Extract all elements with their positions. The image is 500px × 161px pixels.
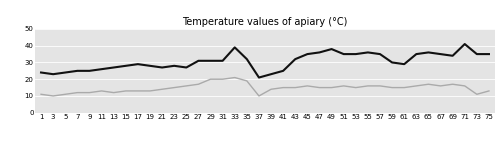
- Minimum temperature: [353, 87, 359, 89]
- Minimum temperature: [135, 90, 141, 92]
- Maximum temperature: [401, 63, 407, 65]
- Minimum temperature: [377, 85, 383, 87]
- Maximum temperature: [328, 48, 334, 50]
- Line: Minimum temperature: Minimum temperature: [41, 78, 489, 96]
- Minimum temperature: [50, 95, 56, 97]
- Maximum temperature: [98, 68, 104, 70]
- Minimum temperature: [38, 93, 44, 95]
- Maximum temperature: [438, 53, 444, 55]
- Maximum temperature: [268, 73, 274, 75]
- Maximum temperature: [220, 60, 226, 62]
- Maximum temperature: [50, 73, 56, 75]
- Minimum temperature: [426, 83, 432, 85]
- Maximum temperature: [353, 53, 359, 55]
- Maximum temperature: [316, 52, 322, 53]
- Maximum temperature: [389, 62, 395, 63]
- Minimum temperature: [123, 90, 129, 92]
- Maximum temperature: [74, 70, 80, 72]
- Maximum temperature: [123, 65, 129, 67]
- Minimum temperature: [220, 78, 226, 80]
- Minimum temperature: [316, 87, 322, 89]
- Minimum temperature: [365, 85, 371, 87]
- Maximum temperature: [184, 66, 190, 68]
- Maximum temperature: [232, 46, 237, 48]
- Minimum temperature: [438, 85, 444, 87]
- Minimum temperature: [328, 87, 334, 89]
- Minimum temperature: [147, 90, 153, 92]
- Maximum temperature: [365, 52, 371, 53]
- Maximum temperature: [450, 55, 456, 57]
- Minimum temperature: [340, 85, 346, 87]
- Minimum temperature: [62, 93, 68, 95]
- Minimum temperature: [389, 87, 395, 89]
- Minimum temperature: [184, 85, 190, 87]
- Maximum temperature: [280, 70, 286, 72]
- Minimum temperature: [268, 88, 274, 90]
- Maximum temperature: [38, 71, 44, 73]
- Maximum temperature: [208, 60, 214, 62]
- Minimum temperature: [304, 85, 310, 87]
- Title: Temperature values of apiary (°C): Temperature values of apiary (°C): [182, 17, 348, 27]
- Minimum temperature: [74, 92, 80, 94]
- Maximum temperature: [426, 52, 432, 53]
- Maximum temperature: [462, 43, 468, 45]
- Minimum temperature: [171, 87, 177, 89]
- Minimum temperature: [232, 77, 237, 79]
- Minimum temperature: [474, 93, 480, 95]
- Minimum temperature: [196, 83, 202, 85]
- Minimum temperature: [244, 80, 250, 82]
- Minimum temperature: [86, 92, 92, 94]
- Maximum temperature: [256, 77, 262, 79]
- Maximum temperature: [340, 53, 346, 55]
- Maximum temperature: [414, 53, 420, 55]
- Maximum temperature: [86, 70, 92, 72]
- Maximum temperature: [292, 58, 298, 60]
- Maximum temperature: [62, 71, 68, 73]
- Minimum temperature: [110, 92, 116, 94]
- Maximum temperature: [196, 60, 202, 62]
- Minimum temperature: [462, 85, 468, 87]
- Maximum temperature: [486, 53, 492, 55]
- Maximum temperature: [474, 53, 480, 55]
- Maximum temperature: [244, 58, 250, 60]
- Minimum temperature: [280, 87, 286, 89]
- Minimum temperature: [208, 78, 214, 80]
- Maximum temperature: [159, 66, 165, 68]
- Minimum temperature: [450, 83, 456, 85]
- Maximum temperature: [147, 65, 153, 67]
- Minimum temperature: [98, 90, 104, 92]
- Maximum temperature: [110, 66, 116, 68]
- Line: Maximum temperature: Maximum temperature: [41, 44, 489, 78]
- Maximum temperature: [304, 53, 310, 55]
- Minimum temperature: [401, 87, 407, 89]
- Minimum temperature: [414, 85, 420, 87]
- Minimum temperature: [292, 87, 298, 89]
- Minimum temperature: [256, 95, 262, 97]
- Maximum temperature: [135, 63, 141, 65]
- Minimum temperature: [486, 90, 492, 92]
- Minimum temperature: [159, 88, 165, 90]
- Maximum temperature: [171, 65, 177, 67]
- Maximum temperature: [377, 53, 383, 55]
